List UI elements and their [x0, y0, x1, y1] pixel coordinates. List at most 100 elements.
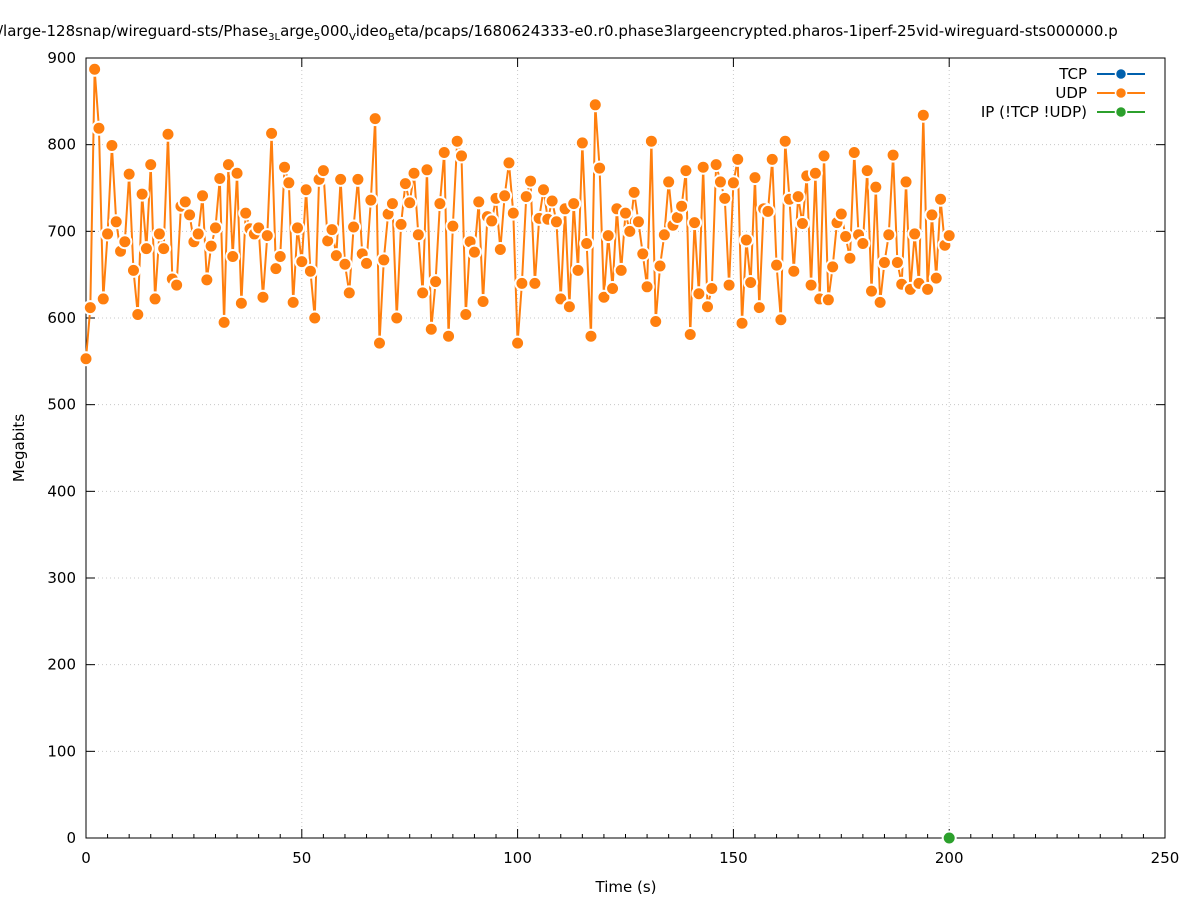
data-point [406, 165, 422, 181]
title-segment: ideo [356, 22, 388, 40]
series-2 [941, 830, 957, 846]
data-point [255, 289, 271, 305]
data-point [898, 174, 914, 190]
data-point [933, 191, 949, 207]
data-point [734, 315, 750, 331]
legend-marker [1114, 86, 1128, 100]
data-point [453, 148, 469, 164]
data-point [95, 291, 111, 307]
data-point [371, 335, 387, 351]
data-point [169, 277, 185, 293]
data-point [233, 295, 249, 311]
data-point [717, 190, 733, 206]
data-point [156, 241, 172, 257]
data-point [846, 144, 862, 160]
data-point [527, 275, 543, 291]
data-point [367, 111, 383, 127]
data-point [182, 207, 198, 223]
data-point [445, 218, 461, 234]
title-segment: 3L [268, 32, 280, 43]
data-point [207, 220, 223, 236]
legend-label: IP (!TCP !UDP) [981, 103, 1087, 121]
data-point [147, 291, 163, 307]
data-point [738, 232, 754, 248]
data-point [661, 174, 677, 190]
data-point [259, 228, 275, 244]
data-point [160, 126, 176, 142]
data-point [458, 307, 474, 323]
data-point [514, 275, 530, 291]
data-point [760, 203, 776, 219]
y-tick-label: 600 [47, 309, 76, 327]
data-point [816, 148, 832, 164]
y-tick-label: 200 [47, 656, 76, 674]
y-tick-label: 0 [66, 829, 76, 847]
data-point [363, 192, 379, 208]
data-point [941, 830, 957, 846]
data-point [337, 256, 353, 272]
y-tick-label: 400 [47, 482, 76, 500]
data-point [151, 226, 167, 242]
data-point [346, 219, 362, 235]
legend-marker [1114, 105, 1128, 119]
data-point [199, 272, 215, 288]
data-point [78, 351, 94, 367]
data-point [238, 205, 254, 221]
data-point [941, 228, 957, 244]
data-point [794, 216, 810, 232]
title-segment: B [388, 32, 395, 43]
data-point [561, 299, 577, 315]
title-segment: V [349, 32, 356, 43]
data-point [484, 213, 500, 229]
data-point [574, 135, 590, 151]
data-point [264, 125, 280, 141]
data-point [492, 242, 508, 258]
grid [86, 58, 1165, 838]
data-point [272, 248, 288, 264]
data-point [691, 286, 707, 302]
legend-label: TCP [1058, 65, 1087, 83]
data-point [859, 163, 875, 179]
x-tick-label: 0 [81, 849, 91, 867]
data-point [466, 244, 482, 260]
data-point [130, 307, 146, 323]
data-point [285, 294, 301, 310]
data-point [630, 214, 646, 230]
data-point [587, 97, 603, 113]
data-point [544, 193, 560, 209]
chart-title: /large-128snap/wireguard-sts/Phase3Large… [0, 22, 1118, 43]
data-point [104, 138, 120, 154]
data-point [876, 255, 892, 271]
x-tick-label: 250 [1151, 849, 1180, 867]
title-segment: 000 [320, 22, 349, 40]
y-axis-title: Megabits [10, 414, 28, 482]
data-point [570, 262, 586, 278]
y-tick-label: 800 [47, 136, 76, 154]
data-point [397, 176, 413, 192]
data-point [195, 188, 211, 204]
data-point [428, 274, 444, 290]
y-tick-label: 100 [47, 742, 76, 760]
data-point [471, 194, 487, 210]
title-segment: arge [280, 22, 314, 40]
data-point [108, 214, 124, 230]
data-point [820, 292, 836, 308]
data-point [449, 133, 465, 149]
data-point [328, 248, 344, 264]
data-point [350, 171, 366, 187]
x-tick-label: 150 [719, 849, 748, 867]
series-1 [78, 61, 957, 367]
data-point [389, 310, 405, 326]
data-point [302, 263, 318, 279]
y-tick-label: 500 [47, 396, 76, 414]
data-point [687, 215, 703, 231]
data-point [216, 314, 232, 330]
data-point [117, 234, 133, 250]
data-point [721, 277, 737, 293]
data-point [324, 222, 340, 238]
data-point [825, 259, 841, 275]
x-axis-title: Time (s) [595, 878, 657, 896]
series-layer [78, 61, 957, 846]
data-point [769, 257, 785, 273]
